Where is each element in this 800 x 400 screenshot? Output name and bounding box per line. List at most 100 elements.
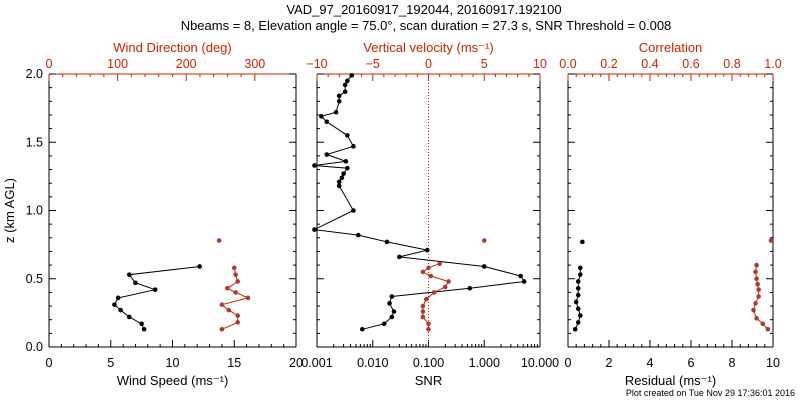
series-2-point	[754, 316, 759, 321]
series-1-point	[573, 299, 579, 305]
series-1-point	[342, 82, 348, 88]
series-2-point	[442, 284, 448, 290]
series-2-point	[219, 326, 225, 332]
x-tick-label: 20	[289, 356, 303, 370]
series-1-point	[336, 183, 342, 189]
top-tick-label: 0	[46, 57, 53, 71]
series-2-point	[756, 287, 761, 292]
top-tick-label: 0.2	[600, 57, 617, 71]
top-tick-label: −10	[306, 57, 327, 71]
series-1-point	[481, 264, 487, 269]
x-tick-label: 10	[766, 356, 780, 370]
series-1-point	[389, 294, 395, 299]
y-axis-label: z (km AGL)	[2, 178, 17, 243]
series-1-point	[336, 99, 342, 104]
series-1-point	[342, 89, 348, 95]
series-1-point	[572, 326, 578, 332]
series-2-point	[760, 321, 766, 327]
x-axis-label: SNR	[415, 373, 442, 388]
series-2-point	[423, 296, 429, 302]
series-2-point	[219, 302, 225, 307]
top-tick-label: 0.6	[682, 57, 699, 71]
series-1-point	[312, 227, 317, 232]
series-2-point	[753, 269, 758, 275]
series-2-point	[420, 314, 426, 320]
top-tick-label: 10	[533, 57, 547, 71]
series-2-point	[437, 261, 442, 267]
series-1-point	[521, 279, 527, 284]
series-2-point	[235, 320, 240, 325]
top-tick-label: 300	[244, 57, 265, 71]
series-1-point	[345, 78, 350, 84]
top-tick-label: −5	[366, 57, 380, 71]
panel-1: 0.0 0.5 1.0 1.5 2.0 z (km AGL) 0 5 10 15 20 Wind Sp…	[2, 40, 303, 388]
x-tick-label: 5	[107, 356, 114, 370]
series-1-line	[574, 267, 581, 330]
x-tick-label: 8	[729, 356, 736, 370]
top-tick-label: 200	[176, 57, 197, 71]
series-2-point	[755, 281, 760, 287]
series-2-point	[235, 279, 240, 284]
series-1-point	[126, 272, 132, 277]
series-2-point	[233, 290, 238, 295]
title-line-2: Nbeams = 8, Elevation angle = 75.0°, sca…	[181, 18, 672, 33]
series-1-point	[467, 286, 473, 291]
x-tick-label: 1.000	[469, 356, 500, 370]
series-2-point	[431, 290, 437, 295]
series-1-point	[336, 179, 342, 185]
series-1-point	[312, 163, 317, 168]
series-1-point	[349, 73, 355, 78]
series-1-point	[351, 208, 356, 213]
y-tick-label: 1.0	[26, 204, 43, 218]
series-1-point	[324, 119, 330, 125]
x-tick-label: 6	[688, 356, 695, 370]
x-tick-label: 0	[565, 356, 572, 370]
series-2-point	[245, 295, 251, 301]
top-axis-label: Wind Direction (deg)	[113, 40, 232, 55]
x-axis-label: Wind Speed (ms⁻¹)	[117, 373, 229, 388]
top-tick-label: 100	[107, 57, 128, 71]
top-tick-label: 0.4	[641, 57, 658, 71]
series-2-point	[233, 272, 238, 277]
top-tick-label: 1.0	[764, 57, 781, 71]
series-1-point	[197, 264, 202, 269]
series-1-point	[391, 309, 397, 314]
y-tick-label: 0.0	[26, 340, 43, 354]
series-2-point	[754, 276, 759, 282]
x-tick-label: 0.010	[357, 356, 388, 370]
series-1-point	[133, 280, 138, 286]
y-tick-label: 2.0	[26, 67, 43, 81]
series-1-point	[384, 239, 390, 245]
series-2-point	[751, 307, 756, 313]
series-1-point	[424, 247, 430, 253]
top-tick-label: 0	[425, 57, 432, 71]
series-1-point	[355, 232, 361, 238]
series-1-point	[112, 302, 117, 307]
series-1-point	[580, 239, 585, 245]
series-2-point	[426, 326, 431, 332]
plot-created-footer: Plot created on Tue Nov 29 17:36:01 2016	[626, 388, 795, 398]
series-1-point	[336, 93, 342, 99]
series-1-point	[343, 159, 349, 164]
x-tick-label: 0	[46, 356, 53, 370]
title-line-1: VAD_97_20160917_192044, 20160917.192100	[286, 2, 561, 17]
series-2-line	[220, 267, 250, 330]
y-tick-label: 0.5	[26, 272, 43, 286]
series-1-point	[575, 286, 581, 291]
series-2-point	[768, 238, 774, 243]
series-2-point	[428, 273, 434, 279]
series-1-line	[113, 266, 200, 330]
series-2-point	[754, 262, 759, 268]
series-1-point	[518, 273, 523, 279]
series-1-point	[578, 265, 583, 271]
series-2-point	[481, 238, 487, 243]
series-1-point	[578, 272, 583, 277]
series-2-point	[765, 326, 771, 332]
series-1-point	[115, 295, 121, 301]
series-2-line	[421, 263, 450, 330]
series-2-point	[446, 279, 451, 284]
series-1-point	[575, 320, 581, 325]
series-1-point	[389, 314, 395, 320]
series-1-point	[333, 109, 339, 115]
